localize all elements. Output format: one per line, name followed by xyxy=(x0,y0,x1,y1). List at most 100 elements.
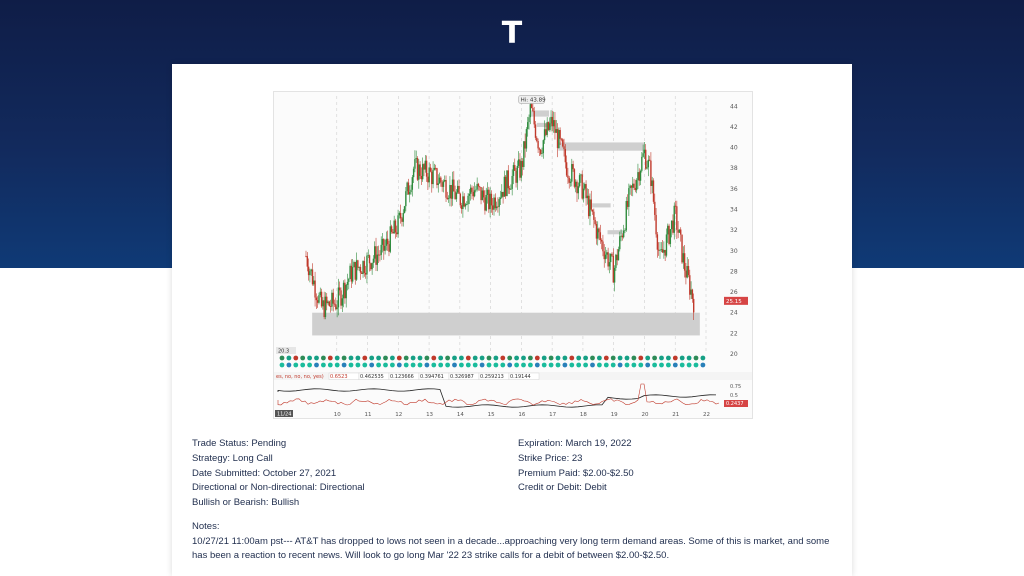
candle-body xyxy=(607,252,609,267)
candle-body xyxy=(533,111,535,125)
event-marker xyxy=(390,355,395,361)
candle-body xyxy=(392,231,394,234)
credit-or-debit: Credit or Debit: Debit xyxy=(518,482,607,494)
x-tick-label: 20 xyxy=(641,412,648,418)
candle-body xyxy=(332,292,334,304)
candle-body xyxy=(629,185,631,189)
candle-body xyxy=(489,193,491,210)
candle-body xyxy=(428,167,430,183)
event-marker xyxy=(666,355,671,361)
candle-body xyxy=(480,187,482,201)
y-tick-label: 30 xyxy=(730,248,738,255)
hi-label-box xyxy=(518,95,545,104)
candle-body xyxy=(411,177,414,190)
indicator-cell xyxy=(508,372,540,380)
candle-body xyxy=(460,205,463,210)
event-marker xyxy=(465,355,471,361)
candle-body xyxy=(418,164,420,180)
candle-body xyxy=(316,300,319,303)
event-marker xyxy=(321,362,326,368)
candle-body xyxy=(346,281,349,285)
directionality: Directional or Non-directional: Directio… xyxy=(192,482,365,494)
candle-body xyxy=(646,167,648,169)
candle-body xyxy=(371,262,373,270)
candle-body xyxy=(597,228,599,239)
candle-body xyxy=(442,181,445,187)
candle-body xyxy=(687,266,690,276)
candle-body xyxy=(508,188,511,190)
candle-body xyxy=(376,254,379,265)
event-marker xyxy=(403,362,409,368)
candle-body xyxy=(351,267,354,282)
candle-body xyxy=(464,204,467,207)
event-marker xyxy=(603,355,609,361)
candle-body xyxy=(348,278,350,282)
candle-body xyxy=(450,184,452,199)
event-marker xyxy=(659,362,664,368)
candle-body xyxy=(305,255,307,257)
x-tick-label: 14 xyxy=(457,412,464,418)
supply-zone-small xyxy=(530,110,550,117)
candle-body xyxy=(585,184,587,199)
candle-body xyxy=(542,140,544,154)
candle-body xyxy=(673,205,675,233)
candle-body xyxy=(357,260,359,268)
candle-body xyxy=(471,187,473,192)
event-marker xyxy=(507,355,513,361)
event-marker xyxy=(624,362,630,368)
event-marker xyxy=(700,355,706,361)
event-marker xyxy=(514,362,519,368)
x-tick-label: 19 xyxy=(611,412,618,418)
candle-body xyxy=(306,256,308,267)
event-marker xyxy=(286,362,292,368)
candle-body xyxy=(486,189,489,195)
event-marker xyxy=(383,355,388,361)
candle-body xyxy=(323,300,325,318)
event-marker xyxy=(431,355,437,361)
event-marker xyxy=(376,362,381,368)
candle-body xyxy=(314,280,316,298)
candle-body xyxy=(399,212,402,219)
candle-body xyxy=(532,108,534,112)
event-marker xyxy=(300,362,306,368)
candle-body xyxy=(555,129,557,133)
lower-tick-label: 0.5 xyxy=(730,393,738,399)
candle-body xyxy=(622,230,625,238)
candle-body xyxy=(648,159,651,161)
candle-body xyxy=(454,191,456,200)
event-marker xyxy=(507,362,513,368)
event-marker xyxy=(383,362,388,368)
candle-body xyxy=(407,182,410,195)
event-marker xyxy=(493,355,499,361)
candle-body xyxy=(372,258,375,263)
candle-body xyxy=(344,282,346,299)
y-tick-label: 36 xyxy=(730,186,738,193)
trade-details-left: Trade Status: Pending Strategy: Long Cal… xyxy=(192,437,365,511)
lower-current-label: 0.2437 xyxy=(726,401,744,407)
candle-body xyxy=(568,177,570,183)
event-marker xyxy=(459,355,464,361)
event-marker xyxy=(541,362,547,368)
event-marker xyxy=(590,355,595,361)
candle-body xyxy=(571,164,573,182)
candle-body xyxy=(641,156,643,171)
candle-body xyxy=(355,260,358,280)
candle-body xyxy=(645,149,647,169)
event-marker xyxy=(583,362,588,368)
candle-body xyxy=(380,244,382,255)
lower-indicator-red xyxy=(277,383,720,406)
candle-body xyxy=(502,191,504,197)
event-marker xyxy=(672,362,678,368)
candle-body xyxy=(602,241,604,252)
event-marker xyxy=(562,355,568,361)
event-marker xyxy=(369,355,375,361)
candle-body xyxy=(503,176,506,197)
event-marker xyxy=(321,355,326,361)
candle-body xyxy=(384,245,386,251)
price-chart[interactable]: 44 42 40 38 36 34 32 30 28 26 24 22 20 Hi: 43.89 25.15… xyxy=(273,91,753,419)
event-marker xyxy=(327,362,333,368)
event-marker xyxy=(459,362,464,368)
y-tick-label: 44 xyxy=(730,103,738,110)
candle-body xyxy=(523,141,525,167)
chart-svg: 44 42 40 38 36 34 32 30 28 26 24 22 20 Hi: 43.89 25.15… xyxy=(274,95,752,418)
